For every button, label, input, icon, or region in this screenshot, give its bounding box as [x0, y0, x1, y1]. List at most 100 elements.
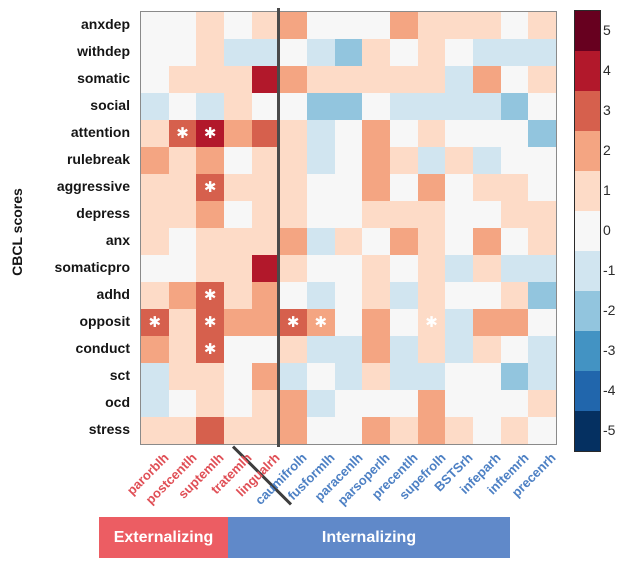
heatmap-cell — [196, 390, 224, 417]
heatmap-cell — [417, 120, 446, 147]
heatmap-cell — [168, 147, 197, 174]
heatmap-cell — [141, 174, 169, 201]
heatmap-cell — [528, 120, 556, 147]
heatmap-cell — [141, 390, 169, 417]
heatmap-cell — [389, 201, 418, 228]
heatmap-cell — [528, 66, 556, 93]
heatmap-cell: ✱ — [168, 120, 197, 147]
colorbar-band--3 — [575, 331, 600, 371]
heatmap-cell — [472, 282, 501, 309]
heatmap-cell — [389, 66, 418, 93]
heatmap-cell — [168, 309, 197, 336]
colorbar-tick--2: -2 — [603, 302, 616, 318]
heatmap-cell — [362, 39, 390, 66]
heatmap-cell — [141, 120, 169, 147]
heatmap-cell — [417, 39, 446, 66]
significance-star-icon: ✱ — [203, 286, 217, 304]
heatmap-cell — [306, 390, 335, 417]
heatmap-cell — [528, 417, 556, 444]
heatmap-cell — [445, 282, 473, 309]
heatmap-cell — [500, 201, 529, 228]
significance-star-icon: ✱ — [203, 124, 217, 142]
heatmap-cell — [306, 201, 335, 228]
heatmap-cell — [472, 228, 501, 255]
heatmap-cell — [334, 12, 363, 39]
heatmap-cell — [196, 93, 224, 120]
heatmap-cell — [141, 201, 169, 228]
heatmap-cell — [389, 255, 418, 282]
heatmap-cell — [472, 255, 501, 282]
heatmap-cell — [306, 66, 335, 93]
heatmap-cell: ✱ — [306, 309, 335, 336]
heatmap-cell: ✱ — [279, 309, 307, 336]
heatmap-cell — [251, 336, 280, 363]
colorbar-tick-3: 3 — [603, 102, 611, 118]
heatmap-cell — [168, 363, 197, 390]
heatmap-cell — [472, 93, 501, 120]
heatmap-cell — [445, 66, 473, 93]
heatmap-cell — [306, 363, 335, 390]
colorbar-tick--5: -5 — [603, 422, 616, 438]
row-label-somaticpro: somaticpro — [54, 259, 130, 275]
heatmap-cell — [362, 282, 390, 309]
heatmap-cell — [196, 363, 224, 390]
heatmap-cell — [251, 255, 280, 282]
heatmap-cell — [306, 417, 335, 444]
row-label-stress: stress — [88, 421, 130, 437]
heatmap-cell — [334, 255, 363, 282]
heatmap-cell — [196, 255, 224, 282]
heatmap-cell — [472, 39, 501, 66]
heatmap-cell — [417, 12, 446, 39]
row-label-aggressive: aggressive — [56, 178, 130, 194]
heatmap-cell — [306, 255, 335, 282]
colorbar-band-4 — [575, 51, 600, 91]
heatmap-cell — [417, 201, 446, 228]
heatmap-cell — [362, 66, 390, 93]
heatmap-cell: ✱ — [196, 174, 224, 201]
heatmap-cell — [141, 255, 169, 282]
colorbar-band-1 — [575, 171, 600, 211]
significance-star-icon: ✱ — [286, 313, 300, 331]
heatmap-cell — [500, 120, 529, 147]
colorbar-tick-2: 2 — [603, 142, 611, 158]
heatmap-cell — [362, 12, 390, 39]
heatmap-cell — [279, 174, 307, 201]
colorbar-tick-1: 1 — [603, 182, 611, 198]
heatmap-cell — [528, 228, 556, 255]
heatmap-cell — [500, 228, 529, 255]
heatmap-cell — [500, 390, 529, 417]
heatmap-cell — [306, 93, 335, 120]
heatmap-cell — [472, 174, 501, 201]
heatmap-cell — [528, 336, 556, 363]
row-label-depress: depress — [76, 205, 130, 221]
heatmap-cell — [141, 147, 169, 174]
heatmap-cell — [279, 390, 307, 417]
significance-star-icon: ✱ — [203, 178, 217, 196]
group-bar-externalizing-label: Externalizing — [113, 528, 214, 546]
heatmap-cell — [528, 147, 556, 174]
heatmap-cell — [141, 93, 169, 120]
heatmap-cell — [168, 228, 197, 255]
heatmap-cell — [417, 255, 446, 282]
heatmap-cell — [528, 309, 556, 336]
heatmap-cell — [445, 228, 473, 255]
heatmap-cell — [417, 228, 446, 255]
row-label-withdep: withdep — [77, 43, 130, 59]
heatmap-cell — [445, 201, 473, 228]
group-bar-internalizing: Internalizing — [228, 517, 510, 558]
heatmap-cell — [389, 39, 418, 66]
heatmap-cell — [251, 282, 280, 309]
row-label-anx: anx — [105, 232, 130, 248]
colorbar-tick--3: -3 — [603, 342, 616, 358]
heatmap-cell — [362, 93, 390, 120]
row-labels: anxdep withdep somatic social attention ruleb… — [0, 11, 135, 443]
heatmap-cell — [472, 66, 501, 93]
heatmap-cell — [362, 228, 390, 255]
heatmap-cell — [168, 417, 197, 444]
heatmap-cell — [223, 12, 252, 39]
heatmap-cell — [389, 228, 418, 255]
heatmap-cell — [334, 363, 363, 390]
colorbar-band-2 — [575, 131, 600, 171]
heatmap-cell — [251, 66, 280, 93]
heatmap-cell — [251, 93, 280, 120]
